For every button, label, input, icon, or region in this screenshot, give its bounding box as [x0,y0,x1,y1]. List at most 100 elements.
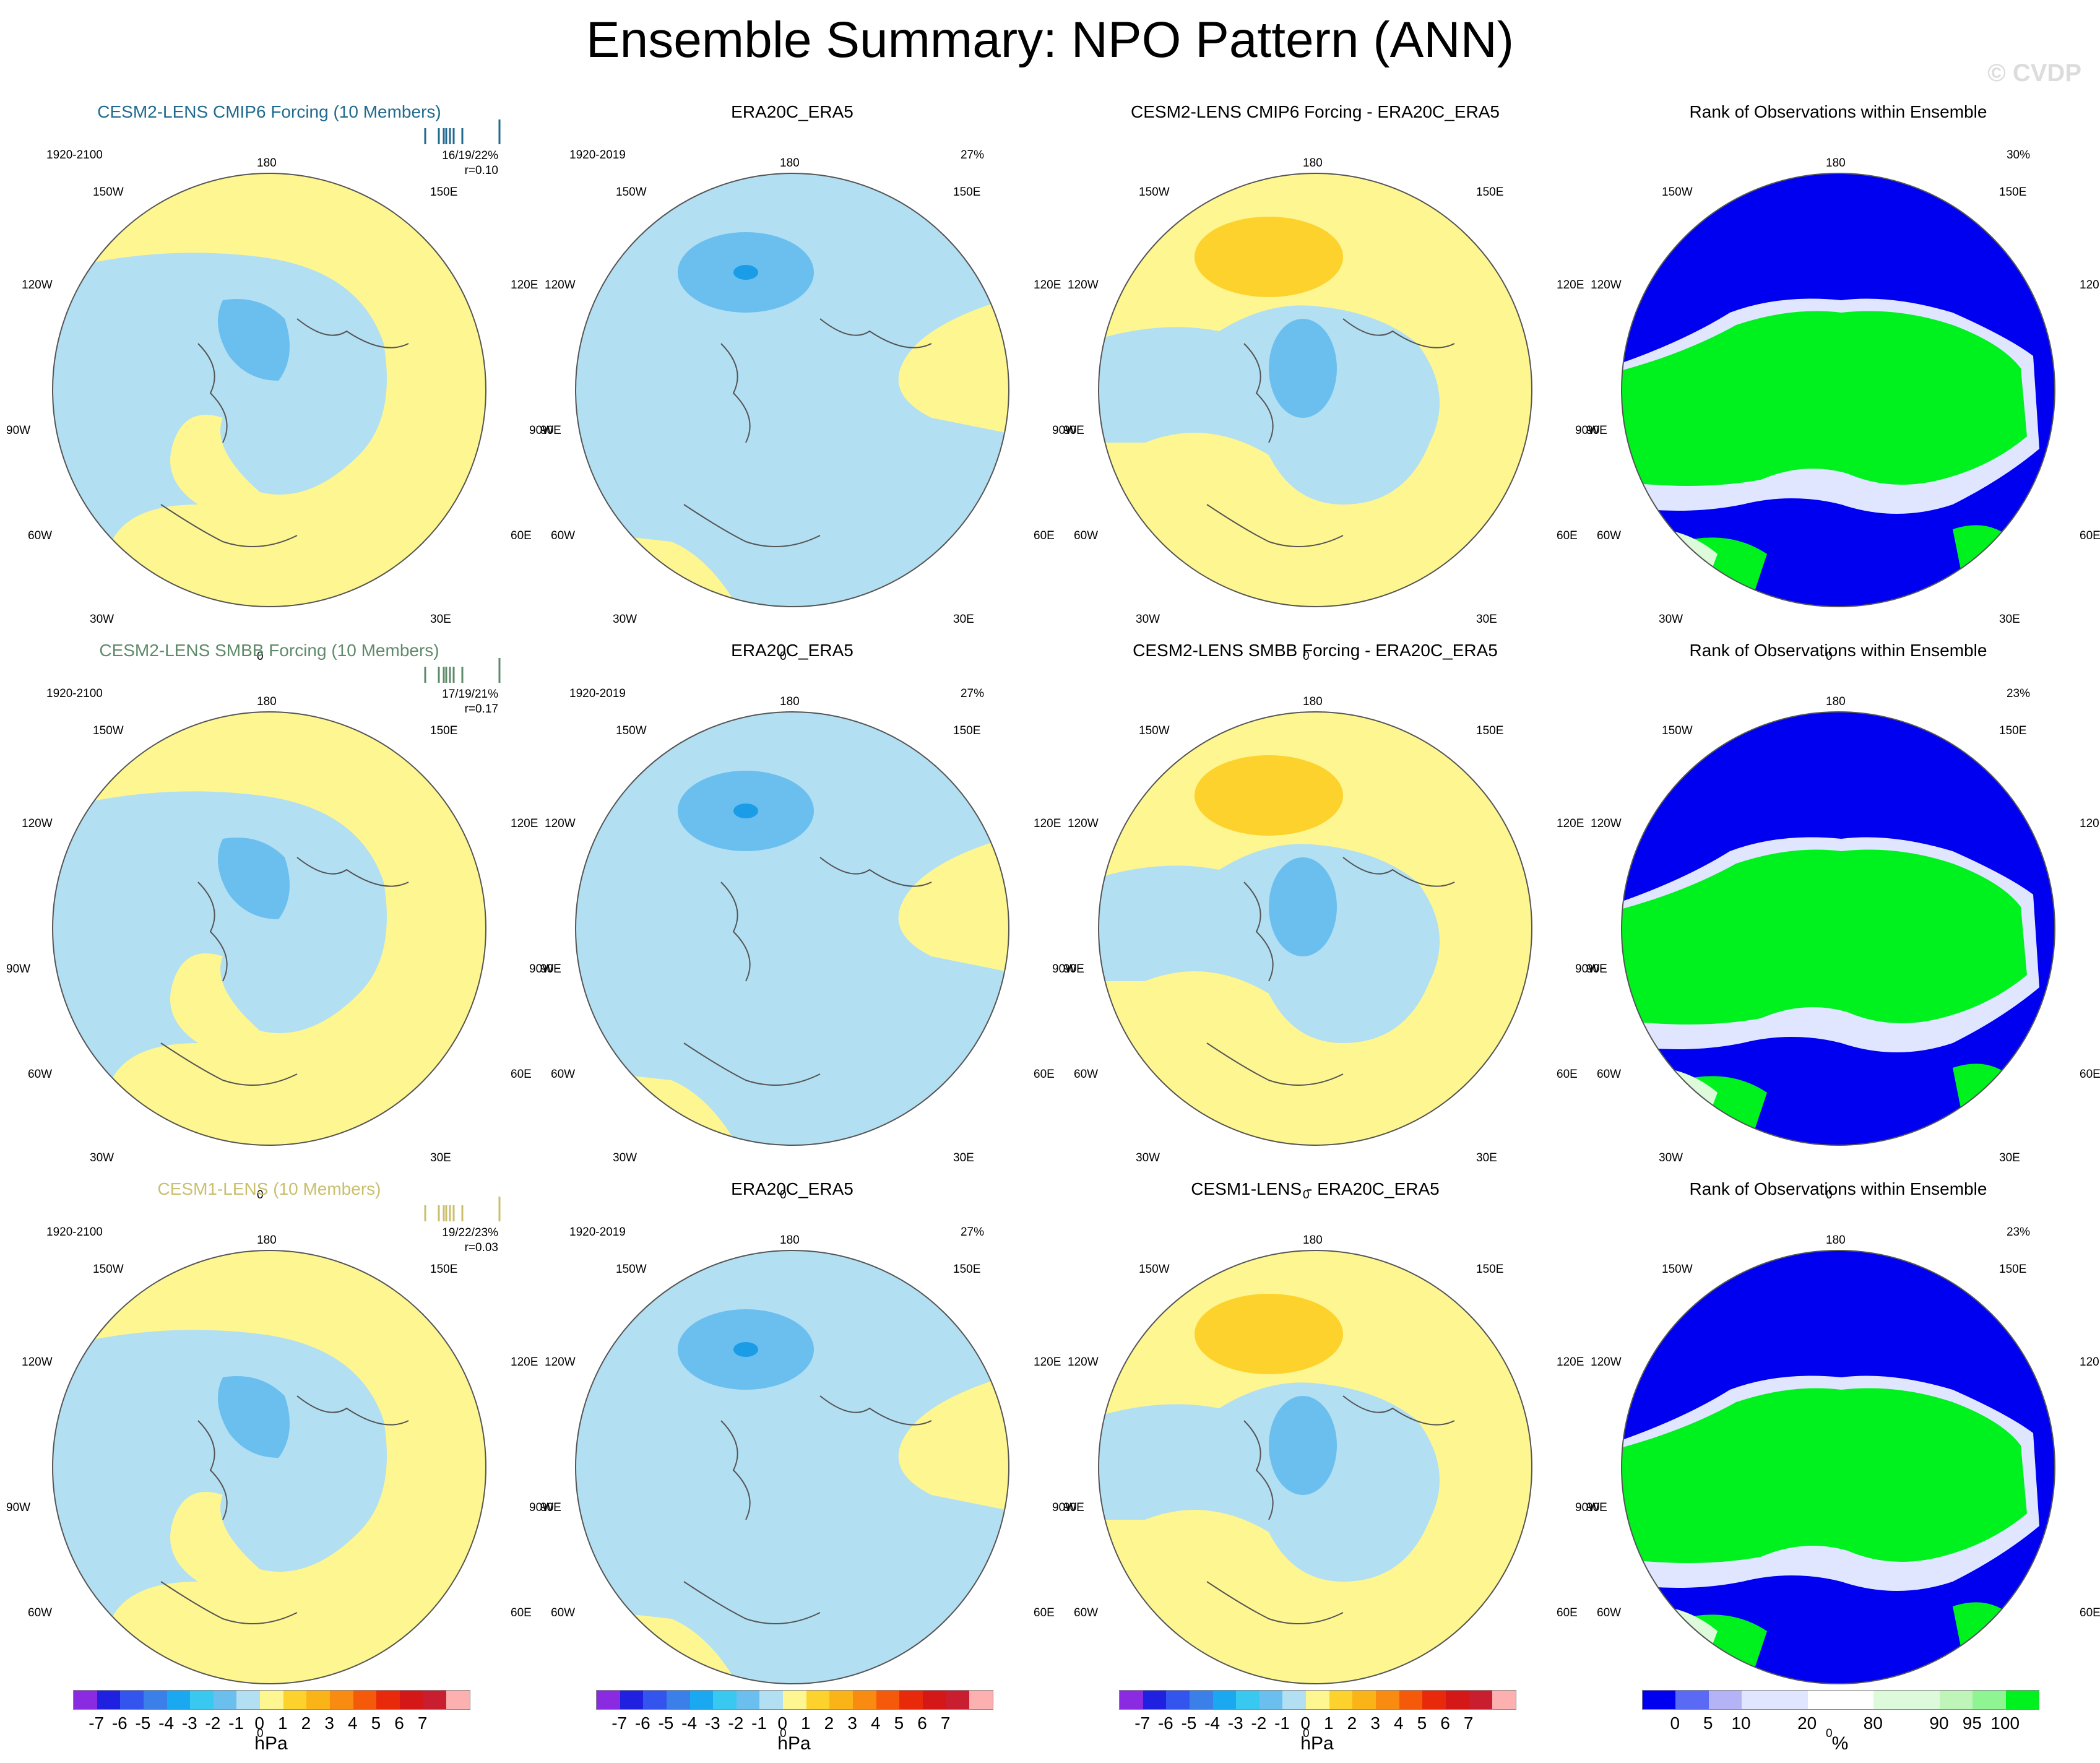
colorbar-swatch [2005,1691,2039,1709]
lon-label: 90E [1063,1501,1084,1514]
colorbar-swatch [1143,1691,1167,1709]
lon-label: 180 [1826,1234,1846,1247]
panel-title: CESM1-LENS (10 Members) [157,1179,381,1198]
lon-label: 180 [1826,157,1846,170]
colorbar-swatch [783,1691,806,1709]
colorbar-swatch [399,1691,423,1709]
colorbar-swatch [853,1691,876,1709]
lon-label: 150E [953,186,981,199]
colorbar-swatch [1741,1691,1775,1709]
colorbar-swatch [876,1691,900,1709]
colorbar-swatch [1306,1691,1329,1709]
period-label: 1920-2019 [569,687,626,700]
variance-pct: 27% [960,1226,984,1239]
polar-map [52,1250,486,1684]
colorbar-tick: 0 [1300,1713,1310,1733]
colorbar-swatch [829,1691,853,1709]
lon-label: 150W [616,186,647,199]
map-boundary [1098,711,1532,1146]
lon-label: 90W [1052,963,1077,976]
lon-label: 60W [1074,529,1099,542]
panel-rank-row3: Rank of Observations within Ensemble 180 1… [1575,1179,2100,1740]
strong-negative-center [1269,1396,1337,1495]
lon-label: 120E [1557,279,1584,292]
colorbar-tick: 0 [254,1713,264,1733]
colorbar-swatch [1973,1691,2006,1709]
lon-label: 120E [1557,1356,1584,1369]
colorbar-tick: 6 [1440,1713,1450,1733]
lon-label: 0 [1303,1189,1310,1202]
colorbar-tick: 4 [1393,1713,1404,1733]
lon-label: 30W [1659,1151,1683,1164]
lon-label: 90E [1586,963,1607,976]
colorbar-tick: 5 [371,1713,381,1733]
map-boundary [1621,1250,2055,1684]
lon-label: 150W [1139,724,1170,737]
correlation: r=0.10 [464,164,498,177]
lon-label: 30E [953,1151,974,1164]
extreme-negative-center [733,265,758,280]
rank-pct: 23% [2006,1226,2030,1239]
colorbar-tick: -7 [89,1713,105,1733]
polar-map [1621,711,2055,1146]
colorbar-swatch [1120,1691,1143,1709]
colorbar-swatches [1119,1690,1516,1710]
lon-label: 90E [1063,424,1084,437]
strong-negative-center [218,838,290,919]
strong-negative-center [218,299,290,381]
lon-label: 60E [2080,1606,2100,1619]
colorbar-tick: -4 [681,1713,698,1733]
negative-anomaly-region [576,173,1009,607]
colorbar-swatch [1840,1691,1874,1709]
colorbar-tick: 7 [940,1713,951,1733]
coastline [683,318,932,547]
lon-label: 0 [780,1189,787,1202]
colorbar-swatch [1212,1691,1237,1709]
coastline [160,857,409,1086]
lon-label: 30W [1136,1151,1160,1164]
lon-label: 120W [545,817,576,830]
rank-high-region [1953,525,2015,591]
colorbar-swatch [1906,1691,1940,1709]
lon-label: 150W [1662,186,1693,199]
colorbar-swatch [1469,1691,1493,1709]
lon-label: 0 [1826,1189,1833,1202]
lon-label: 120W [545,1356,576,1369]
lon-label: 150E [1476,186,1504,199]
lon-label: 60W [28,1606,53,1619]
polar-map [52,711,486,1146]
colorbar-swatch [1643,1691,1676,1709]
colorbar-swatch [1492,1691,1516,1709]
spatial-pct: 19/22/23% [442,1226,498,1239]
colorbar-swatch [166,1691,191,1709]
lon-label: 150E [1476,1263,1504,1276]
lon-label: 180 [1303,695,1323,708]
colorbar-tick: 5 [1703,1713,1713,1733]
colorbar-tick: 6 [917,1713,927,1733]
lon-label: 60W [1597,1068,1622,1081]
panel-title: ERA20C_ERA5 [731,102,853,121]
lon-label: 150W [1139,1263,1170,1276]
period-label: 1920-2019 [569,149,626,162]
negative-anomaly-region [576,712,1009,1145]
lon-label: 150W [93,724,124,737]
panel-title: Rank of Observations within Ensemble [1689,641,1987,660]
colorbar-swatch [423,1691,447,1709]
colorbar-swatch [922,1691,946,1709]
lon-label: 90E [540,1501,561,1514]
colorbar-tick: -5 [1181,1713,1197,1733]
lon-label: 60W [551,529,576,542]
colorbar-tick: 3 [1370,1713,1380,1733]
lon-label: 60W [28,1068,53,1081]
lon-label: 90E [540,963,561,976]
colorbar-swatch [1282,1691,1307,1709]
colorbar-model: -7 -6 -5 -4 -3 -2 -1 0 1 2 3 4 5 6 7 hPa [73,1690,470,1754]
colorbar-swatch [946,1691,970,1709]
lon-label: 60E [1034,529,1055,542]
lon-label: 90W [1575,1501,1600,1514]
lon-label: 180 [1303,1234,1323,1247]
lon-label: 30W [613,1151,637,1164]
lon-label: 150E [953,724,981,737]
colorbar-tick: -6 [111,1713,127,1733]
lon-label: 0 [780,650,787,663]
